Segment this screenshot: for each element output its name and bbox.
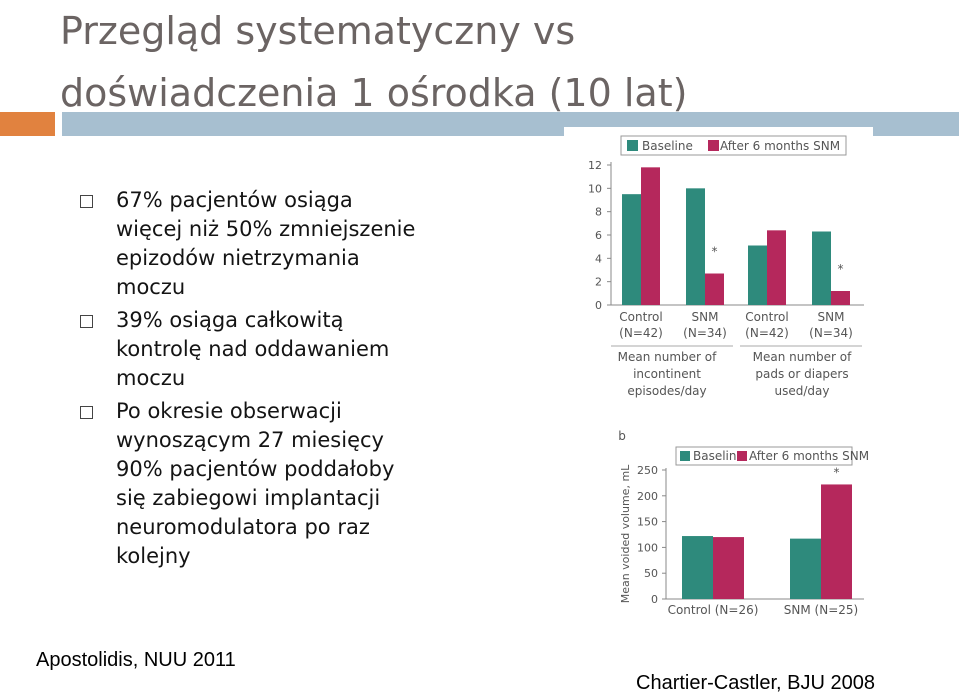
bar-baseline [812, 231, 831, 305]
legend-label-baseline: Baseline [642, 139, 693, 153]
y-tick-label: 0 [651, 593, 658, 606]
bullet-text-line: się zabiegowi implantacji [116, 486, 381, 510]
bar-after [831, 291, 850, 305]
x-tick-label: SNM [692, 310, 719, 324]
accent-bar-orange [0, 112, 55, 136]
legend-box [675, 446, 853, 466]
y-tick-label: 0 [595, 299, 602, 312]
bar-after [705, 273, 724, 305]
y-tick-label: 4 [595, 252, 602, 265]
chart-incontinence: Baseline After 6 months SNM 0 2 4 6 8 10 12 Contr… [588, 135, 864, 398]
bullet-text-line: kontrolę nad oddawaniem [116, 337, 390, 361]
square-bullet-icon [80, 406, 93, 419]
legend-swatch-after [737, 451, 747, 461]
y-tick-label: 200 [637, 490, 658, 503]
x-tick-label: Control [745, 310, 788, 324]
significance-marker: * [712, 245, 718, 259]
y-tick-label: 10 [588, 182, 602, 195]
legend-swatch-baseline [627, 140, 638, 151]
group-label: Mean number of [753, 350, 853, 364]
bullet-text-line: 67% pacjentów osiąga [116, 188, 353, 212]
bar-baseline [748, 245, 767, 305]
bar-baseline [622, 194, 641, 305]
x-tick-label: (N=34) [683, 326, 727, 340]
legend-swatch-after [708, 140, 719, 151]
bullet-text-line: więcej niż 50% zmniejszenie [116, 217, 416, 241]
x-tick-label: Control (N=26) [668, 603, 759, 617]
bullet-text-line: 90% pacjentów poddałoby [116, 457, 395, 481]
bullet-item: 39% osiąga całkowitą kontrolę nad oddawan… [80, 306, 560, 393]
title-line: Przegląd systematyczny vs [60, 9, 576, 53]
citation-right: Chartier-Castler, BJU 2008 [636, 672, 875, 694]
legend-label-after: After 6 months SNM [720, 139, 840, 153]
significance-marker: * [838, 262, 844, 276]
y-tick-label: 8 [595, 206, 602, 219]
y-tick-label: 150 [637, 516, 658, 529]
bar-baseline [686, 188, 705, 305]
bullet-text-line: Po okresie obserwacji [116, 399, 342, 423]
bullet-text-line: kolejny [116, 544, 191, 568]
panel-label: b [618, 429, 626, 443]
x-tick-label: (N=34) [809, 326, 853, 340]
bar-baseline [790, 538, 821, 599]
bullet-text-line: neuromodulatora po raz [116, 515, 370, 539]
y-tick-label: 12 [588, 159, 602, 172]
bar-after [641, 167, 660, 305]
legend-label-after: After 6 months SNM [749, 449, 869, 463]
square-bullet-icon [80, 315, 93, 328]
group-label: Mean number of [618, 350, 718, 364]
group-label: pads or diapers [755, 367, 848, 381]
legend-swatch-baseline [680, 451, 690, 461]
x-tick-label: SNM [818, 310, 845, 324]
bullet-text-line: epizodów nietrzymania [116, 246, 360, 270]
bullet-item: Po okresie obserwacji wynoszącym 27 miesi… [80, 397, 560, 571]
bullet-text-line: 39% osiąga całkowitą [116, 308, 344, 332]
x-tick-label: SNM (N=25) [784, 603, 858, 617]
citation-left: Apostolidis, NUU 2011 [36, 649, 236, 671]
y-tick-label: 6 [595, 229, 602, 242]
x-tick-label: Control [619, 310, 662, 324]
bullet-text-line: moczu [116, 275, 186, 299]
legend-label-baseline: Baseline [693, 449, 744, 463]
bullet-list: 67% pacjentów osiąga więcej niż 50% zmnie… [80, 186, 560, 575]
bar-after [713, 537, 744, 599]
y-tick-label: 250 [637, 464, 658, 477]
legend-box [620, 135, 847, 156]
group-label: used/day [775, 384, 830, 398]
chart-voided-volume: b Baseline After 6 months SNM 0 50 100 150 200 2… [618, 429, 869, 617]
y-axis-label: Mean voided volume, mL [619, 464, 632, 603]
slide-title: Przegląd systematyczny vs doświadczenia 1… [60, 0, 940, 124]
bullet-item: 67% pacjentów osiąga więcej niż 50% zmnie… [80, 186, 560, 302]
bar-after [767, 230, 786, 305]
y-tick-label: 100 [637, 541, 658, 554]
bullet-text-line: moczu [116, 366, 186, 390]
group-label: episodes/day [627, 384, 706, 398]
bar-after [821, 484, 852, 599]
significance-marker: * [834, 465, 840, 479]
y-tick-label: 2 [595, 276, 602, 289]
group-label: incontinent [633, 367, 701, 381]
x-tick-label: (N=42) [745, 326, 789, 340]
x-tick-label: (N=42) [619, 326, 663, 340]
title-line: doświadczenia 1 ośrodka (10 lat) [60, 71, 688, 115]
square-bullet-icon [80, 195, 93, 208]
bullet-text-line: wynoszącym 27 miesięcy [116, 428, 384, 452]
y-tick-label: 50 [644, 567, 658, 580]
bar-baseline [682, 536, 713, 599]
